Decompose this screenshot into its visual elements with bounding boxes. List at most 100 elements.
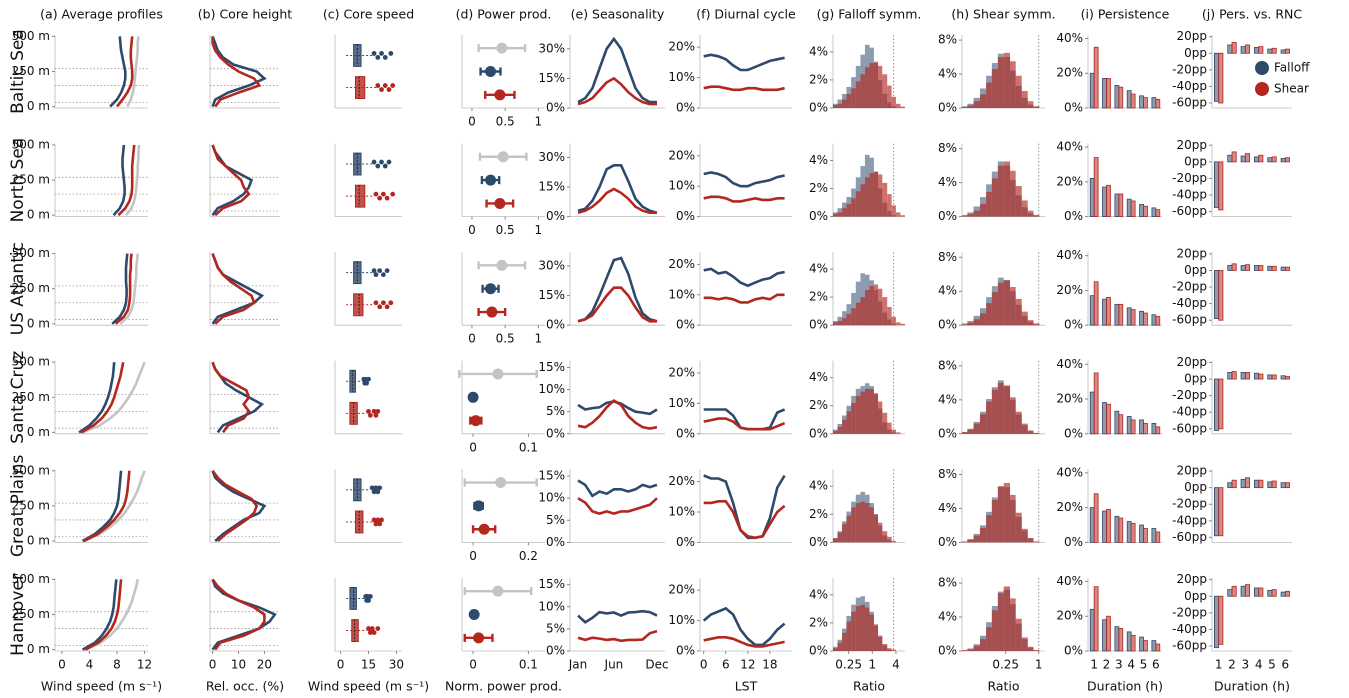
- y-tick-label: 2%: [809, 72, 828, 86]
- y-tick-label: -60pp: [1172, 639, 1207, 653]
- bar: [1240, 478, 1246, 489]
- y-tick-label: 0%: [676, 535, 695, 549]
- bar: [1130, 634, 1136, 652]
- y-tick-label: -60pp: [1172, 96, 1207, 110]
- bar: [1258, 154, 1264, 163]
- point: [497, 151, 509, 163]
- outlier: [364, 380, 370, 386]
- y-tick-label: 0%: [1064, 209, 1083, 223]
- bar: [1254, 372, 1260, 380]
- x-tick-label: 3: [1115, 658, 1123, 672]
- histogram-bar: [878, 522, 883, 543]
- outlier: [384, 304, 390, 310]
- outlier: [375, 489, 381, 495]
- outlier: [375, 163, 381, 169]
- bar: [1244, 372, 1251, 380]
- bar: [1130, 93, 1136, 109]
- histogram-bar: [891, 649, 896, 651]
- series-line: [703, 195, 785, 203]
- bar: [1218, 161, 1224, 211]
- bar: [1271, 480, 1277, 489]
- y-tick-label: 0%: [809, 209, 828, 223]
- x-tick-label: 3: [1242, 658, 1250, 672]
- outlier: [366, 376, 371, 382]
- bar: [1093, 586, 1099, 652]
- bar: [1155, 98, 1161, 109]
- profile-line: [81, 579, 118, 651]
- x-tick-label: 0.1: [519, 440, 538, 454]
- histogram-bar: [1010, 170, 1016, 217]
- histogram-bar: [997, 282, 1004, 326]
- series-line: [703, 293, 785, 304]
- bar: [1106, 403, 1111, 435]
- x-tick-label: Dec: [645, 658, 668, 672]
- outlier: [366, 598, 371, 603]
- y-tick-label: -40pp: [1172, 79, 1207, 93]
- profile-line: [83, 470, 146, 543]
- series-line: [577, 256, 658, 323]
- y-tick-label: 0%: [938, 644, 957, 658]
- histogram-bar: [855, 395, 861, 434]
- histogram-bar: [1033, 106, 1040, 108]
- bar: [1106, 296, 1111, 326]
- profile-line: [114, 253, 133, 325]
- histogram-bar: [882, 297, 888, 326]
- profile-line: [211, 36, 262, 108]
- histogram-bar: [869, 614, 874, 651]
- histogram-bar: [851, 402, 856, 434]
- point: [495, 477, 507, 489]
- histogram-bar: [891, 540, 896, 543]
- bar: [1093, 157, 1099, 217]
- x-axis-label: Ratio: [987, 679, 1019, 694]
- y-tick-label: 10%: [668, 287, 695, 301]
- y-tick-label: -60pp: [1172, 204, 1207, 218]
- histogram-bar: [986, 191, 992, 217]
- bar: [1254, 587, 1260, 597]
- bar: [1102, 402, 1107, 435]
- y-tick-label: 0%: [1064, 318, 1083, 332]
- y-tick-label: 0%: [1064, 535, 1083, 549]
- histogram-bar: [842, 99, 847, 108]
- y-tick-label: 4%: [809, 262, 828, 276]
- y-tick-label: 0pp: [1184, 263, 1207, 277]
- column-title: (i) Persistence: [1081, 7, 1170, 22]
- profile-line: [211, 470, 259, 542]
- histogram-bar: [973, 210, 980, 217]
- outlier: [373, 412, 379, 418]
- bar: [1139, 95, 1144, 109]
- legend-label: Shear: [1274, 82, 1309, 96]
- series-line: [702, 606, 786, 647]
- x-tick-label: 0: [468, 223, 476, 237]
- bar: [1231, 585, 1237, 597]
- y-tick-label: 8%: [938, 33, 957, 47]
- y-tick-label: 0%: [1064, 644, 1083, 658]
- y-tick-label: 30%: [538, 41, 565, 55]
- histogram-bar: [842, 632, 847, 651]
- bar: [1258, 587, 1264, 597]
- x-tick-label: 2: [1103, 658, 1111, 672]
- histogram-bar: [864, 67, 870, 108]
- bar: [1267, 265, 1273, 271]
- y-tick-label: 0%: [809, 318, 828, 332]
- histogram-bar: [962, 650, 968, 651]
- bar: [1114, 410, 1120, 435]
- histogram-bar: [1027, 538, 1034, 543]
- histogram-bar: [855, 191, 861, 217]
- bar: [1280, 482, 1286, 489]
- histogram-bar: [1010, 598, 1016, 651]
- histogram-bar: [855, 81, 861, 108]
- outlier: [367, 412, 373, 418]
- bar: [1143, 97, 1148, 109]
- histogram-bar: [887, 85, 892, 108]
- histogram-bar: [869, 507, 874, 543]
- series-line: [577, 629, 658, 643]
- bar: [1258, 265, 1264, 271]
- y-tick-label: 0%: [676, 101, 695, 115]
- box: [354, 184, 366, 208]
- histogram-bar: [1021, 637, 1028, 651]
- bar: [1089, 391, 1095, 435]
- bar: [1240, 585, 1246, 597]
- bar: [1231, 371, 1237, 380]
- y-tick-label: 2%: [809, 181, 828, 195]
- x-tick-label: 0.25: [835, 658, 862, 672]
